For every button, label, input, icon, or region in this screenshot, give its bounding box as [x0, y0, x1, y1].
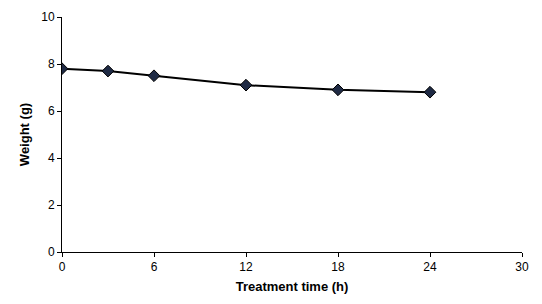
svg-text:Weight (g): Weight (g)	[17, 103, 32, 166]
svg-text:24: 24	[423, 260, 437, 274]
svg-text:6: 6	[48, 104, 55, 118]
svg-text:8: 8	[48, 57, 55, 71]
svg-text:10: 10	[41, 10, 55, 24]
svg-text:Treatment time (h): Treatment time (h)	[236, 279, 349, 294]
svg-text:0: 0	[48, 245, 55, 259]
svg-text:6: 6	[151, 260, 158, 274]
svg-text:0: 0	[59, 260, 66, 274]
svg-text:2: 2	[48, 198, 55, 212]
svg-text:30: 30	[515, 260, 529, 274]
svg-text:12: 12	[239, 260, 253, 274]
svg-text:4: 4	[48, 151, 55, 165]
svg-text:18: 18	[331, 260, 345, 274]
